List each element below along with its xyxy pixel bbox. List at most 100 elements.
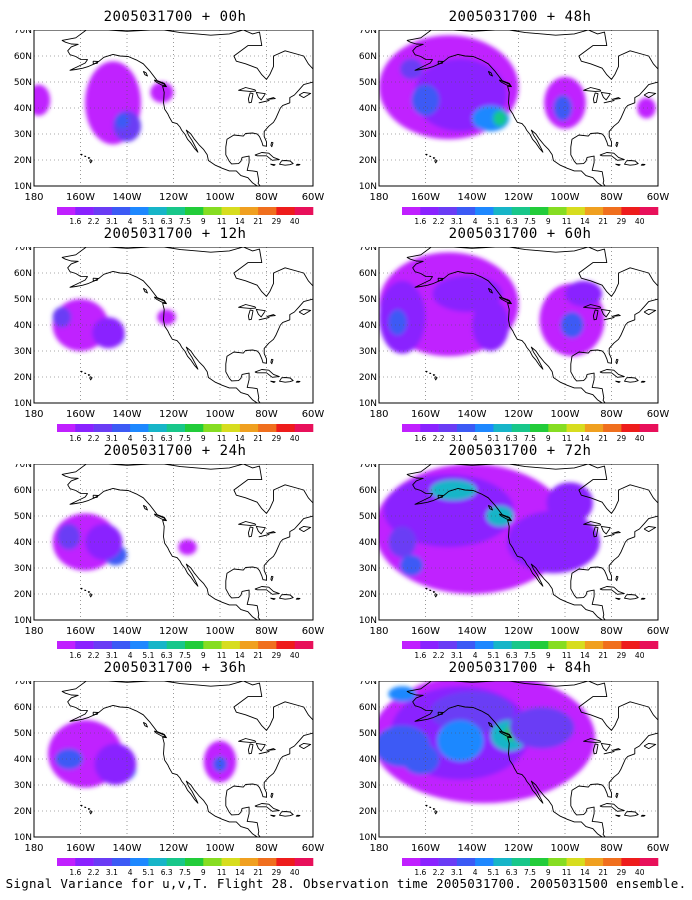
- lat-tick-label: 20N: [14, 807, 32, 817]
- map-panel-00h: 2005031700 + 00h 70N 60N 50N 40N 30N 20N 10N 180…: [10, 8, 340, 226]
- colorbar-label: 6.3: [506, 217, 518, 226]
- colorbar-swatch: [511, 858, 531, 866]
- colorbar-swatch: [438, 424, 458, 432]
- lat-tick-label: 10N: [359, 616, 377, 626]
- lon-tick-label: 180: [24, 192, 43, 203]
- colorbar-label: 29: [272, 868, 282, 877]
- lat-tick-label: 50N: [359, 295, 377, 305]
- lon-tick-label: 60W: [647, 192, 670, 203]
- lat-tick-label: 20N: [14, 373, 32, 383]
- map-panel-60h: 2005031700 + 60h 70N 60N 50N 40N 30N 20N 10N 180…: [355, 225, 685, 443]
- lon-tick-label: 60W: [302, 192, 325, 203]
- lon-tick-label: 60W: [647, 409, 670, 420]
- lon-tick-label: 140W: [113, 626, 142, 637]
- colorbar-swatch: [639, 424, 659, 432]
- colorbar-swatch: [420, 641, 439, 649]
- lat-tick-label: 30N: [359, 564, 377, 574]
- colorbar-swatch: [438, 858, 458, 866]
- variance-contour: [506, 510, 600, 574]
- lat-tick-label: 50N: [359, 78, 377, 88]
- colorbar-swatch: [493, 858, 512, 866]
- colorbar-swatch: [639, 641, 659, 649]
- lat-tick-label: 20N: [359, 373, 377, 383]
- lon-tick-label: 80W: [600, 626, 623, 637]
- variance-contour: [57, 523, 81, 550]
- lat-tick-label: 40N: [359, 104, 377, 114]
- colorbar-swatch: [276, 641, 295, 649]
- lon-tick-label: 160W: [66, 409, 95, 420]
- colorbar-swatch: [75, 641, 94, 649]
- map-panel-72h: 2005031700 + 72h 70N 60N 50N 40N 30N 20N 10N 180…: [355, 442, 685, 660]
- colorbar-label: 14: [580, 868, 590, 877]
- lat-tick-label: 30N: [14, 781, 32, 791]
- colorbar-swatch: [75, 424, 94, 432]
- lat-tick-label: 60N: [14, 269, 32, 279]
- lat-tick-label: 30N: [359, 130, 377, 140]
- colorbar-swatch: [475, 858, 494, 866]
- colorbar-label: 5.1: [487, 434, 499, 443]
- colorbar-swatch: [566, 641, 586, 649]
- lon-tick-label: 100W: [551, 409, 580, 420]
- colorbar-label: 7.5: [524, 651, 536, 660]
- colorbar-label: 29: [617, 217, 627, 226]
- lon-tick-label: 160W: [411, 843, 440, 854]
- lat-tick-label: 50N: [14, 78, 32, 88]
- colorbar-label: 21: [598, 651, 608, 660]
- colorbar-swatch: [57, 858, 76, 866]
- colorbar-swatch: [258, 424, 277, 432]
- colorbar-swatch: [239, 641, 259, 649]
- variance-contour: [402, 743, 440, 775]
- lat-tick-label: 70N: [14, 681, 32, 687]
- colorbar-swatch: [166, 424, 186, 432]
- variance-contour: [399, 58, 424, 80]
- lat-tick-label: 40N: [14, 321, 32, 331]
- colorbar-label: 40: [635, 868, 645, 877]
- colorbar-label: 6.3: [506, 434, 518, 443]
- colorbar-swatch: [402, 641, 421, 649]
- colorbar-label: 4: [473, 651, 478, 660]
- coastline: [406, 30, 658, 186]
- variance-contour: [52, 306, 72, 328]
- colorbar-swatch: [621, 641, 640, 649]
- colorbar-label: 4: [128, 217, 133, 226]
- variance-contour: [509, 707, 575, 749]
- colorbar-label: 21: [598, 434, 608, 443]
- colorbar-swatch: [438, 207, 458, 215]
- colorbar-label: 14: [235, 217, 245, 226]
- colorbar-swatch: [75, 858, 94, 866]
- colorbar-swatch: [185, 424, 204, 432]
- colorbar-swatch: [566, 858, 586, 866]
- lon-tick-label: 180: [24, 843, 43, 854]
- colorbar-swatch: [603, 207, 622, 215]
- colorbar-label: 29: [617, 651, 627, 660]
- colorbar-swatch: [130, 858, 149, 866]
- colorbar: [402, 858, 659, 866]
- colorbar-label: 1.6: [69, 651, 81, 660]
- coastline: [406, 681, 658, 837]
- colorbar-label: 2.2: [433, 868, 445, 877]
- colorbar-swatch: [93, 424, 113, 432]
- colorbar-swatch: [548, 641, 567, 649]
- colorbar-label: 7.5: [179, 217, 191, 226]
- lon-tick-label: 180: [24, 626, 43, 637]
- colorbar-swatch: [258, 207, 277, 215]
- colorbar-label: 1.6: [414, 868, 426, 877]
- map-panel-84h: 2005031700 + 84h 70N 60N 50N 40N 30N 20N 10N 180…: [355, 659, 685, 877]
- colorbar-swatch: [258, 858, 277, 866]
- colorbar-label: 6.3: [506, 868, 518, 877]
- lon-tick-label: 120W: [159, 409, 188, 420]
- colorbar-label: 14: [235, 868, 245, 877]
- variance-contour: [565, 280, 603, 307]
- lon-tick-label: 80W: [600, 409, 623, 420]
- colorbar: [57, 858, 314, 866]
- colorbar-label: 1.6: [69, 868, 81, 877]
- lat-tick-label: 50N: [14, 295, 32, 305]
- colorbar-label: 7.5: [524, 217, 536, 226]
- variance-contour: [411, 84, 440, 116]
- lat-tick-label: 70N: [359, 30, 377, 36]
- colorbar-label: 29: [272, 434, 282, 443]
- colorbar-label: 1.6: [414, 217, 426, 226]
- colorbar-swatch: [475, 207, 494, 215]
- colorbar-swatch: [511, 207, 531, 215]
